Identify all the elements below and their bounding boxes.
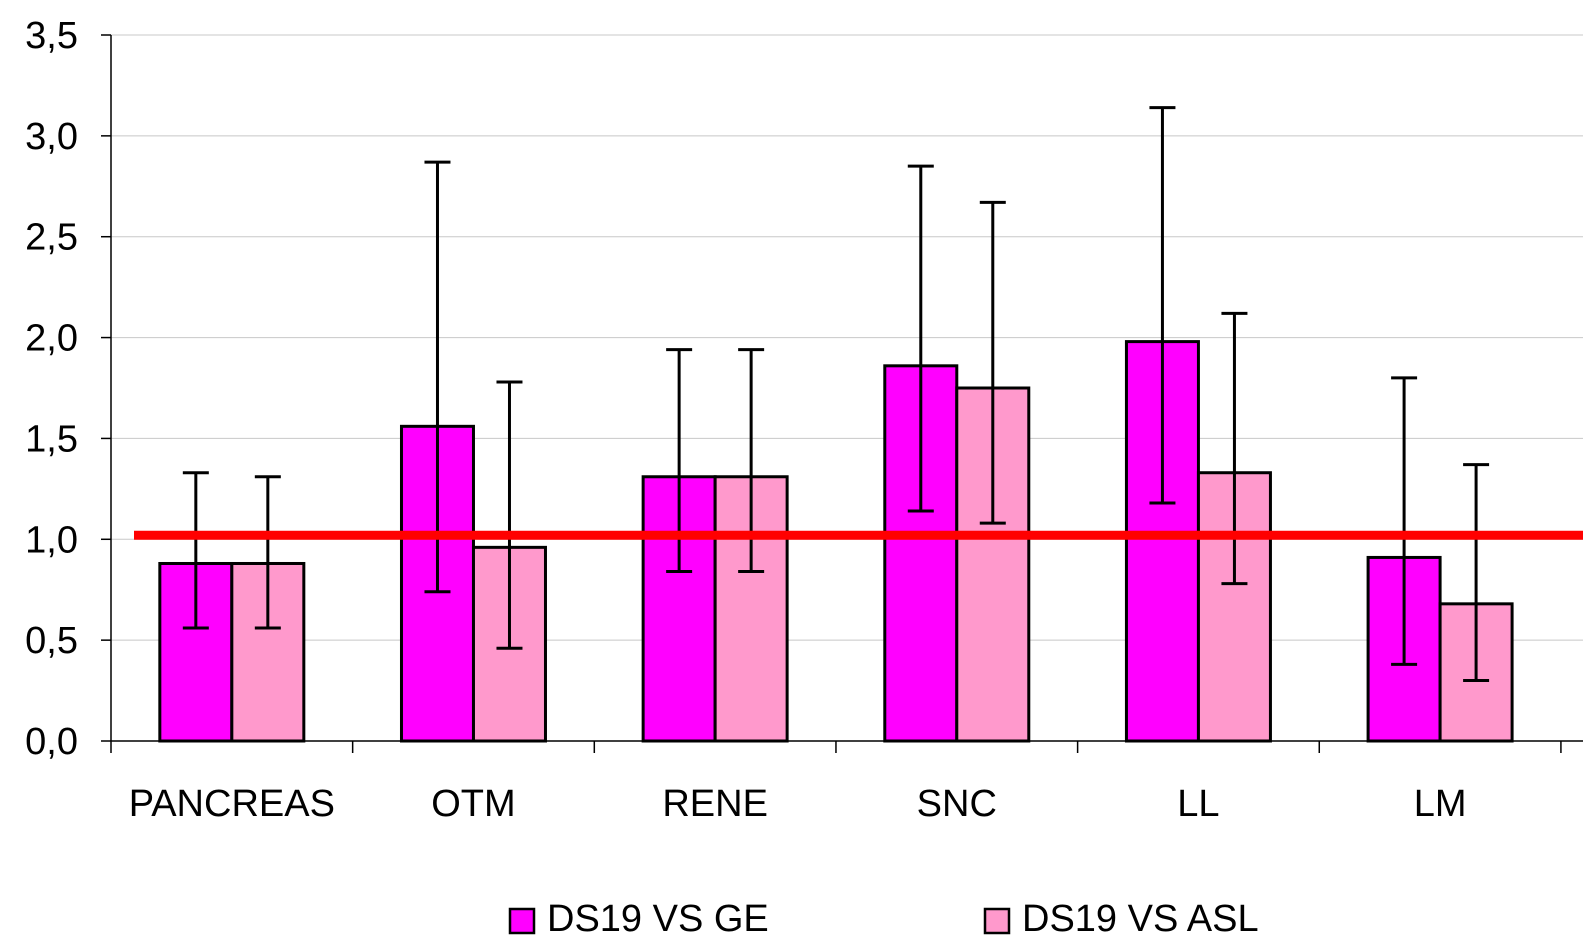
- y-tick-label: 1,5: [25, 418, 78, 460]
- x-tick-label: PANCREAS: [129, 783, 335, 825]
- x-tick-label: OTM: [431, 783, 515, 825]
- axes: [101, 34, 1583, 753]
- x-tick-label: LL: [1177, 783, 1219, 825]
- error-bars: [182, 106, 1490, 682]
- gridlines: [111, 34, 1583, 641]
- x-tick-label: LM: [1414, 783, 1467, 825]
- legend-label: DS19 VS ASL: [1022, 898, 1259, 940]
- y-tick-label: 1,0: [25, 519, 78, 561]
- legend-swatch: [508, 907, 536, 935]
- y-tick-label: 3,0: [25, 116, 78, 158]
- legend-label: DS19 VS GE: [547, 898, 769, 940]
- x-tick-label: RENE: [662, 783, 768, 825]
- y-tick-label: 0,5: [25, 620, 78, 662]
- y-tick-label: 0,0: [25, 721, 78, 763]
- legend: DS19 VS GE DS19 VS ASL: [508, 898, 1259, 940]
- y-tick-label: 2,0: [25, 318, 78, 360]
- bars: [158, 340, 1514, 743]
- y-tick-labels: 0,0 0,5 1,0 1,5 2,0 2,5 3,0 3,5: [25, 15, 78, 763]
- x-tick-labels: PANCREAS OTM RENE SNC LL LM: [129, 783, 1467, 825]
- x-tick-label: SNC: [917, 783, 997, 825]
- bar-asl: [955, 386, 1031, 743]
- y-tick-label: 3,5: [25, 15, 78, 57]
- legend-swatch: [983, 907, 1011, 935]
- y-tick-label: 2,5: [25, 217, 78, 259]
